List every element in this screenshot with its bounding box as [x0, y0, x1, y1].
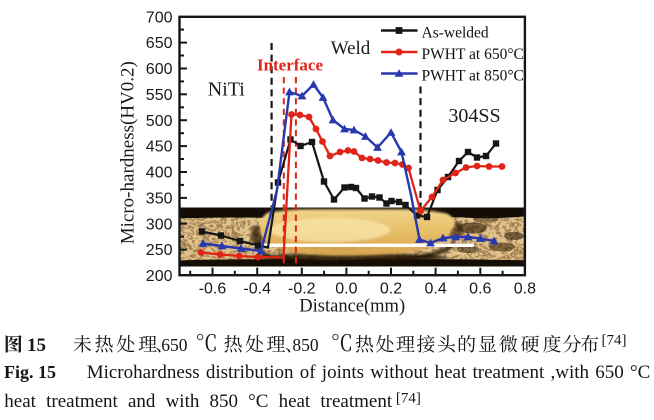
- svg-text:0.6: 0.6: [469, 281, 491, 298]
- svg-text:Microhardness distribution of: Microhardness distribution of joints wit…: [87, 362, 651, 383]
- svg-text:PWHT at 650°C: PWHT at 650°C: [422, 46, 524, 63]
- svg-text:400: 400: [146, 165, 173, 182]
- svg-text:250: 250: [146, 242, 173, 259]
- svg-text:PWHT at 850°C: PWHT at 850°C: [422, 67, 524, 84]
- svg-text:Distance(mm): Distance(mm): [299, 297, 405, 317]
- svg-text:300: 300: [146, 216, 173, 233]
- svg-text:As-welded: As-welded: [422, 24, 489, 41]
- svg-text:700: 700: [146, 9, 173, 26]
- svg-text:-0.6: -0.6: [199, 281, 227, 298]
- svg-text:200: 200: [146, 268, 173, 285]
- svg-text:350: 350: [146, 191, 173, 208]
- svg-text:Micro-hardness(HV0.2): Micro-hardness(HV0.2): [118, 61, 139, 244]
- svg-text:[74]: [74]: [602, 333, 627, 349]
- svg-text:0.4: 0.4: [424, 281, 446, 298]
- svg-text:850: 850: [292, 335, 319, 355]
- svg-text:heat treatment and with 850 °C: heat treatment and with 850 °C heat trea…: [4, 391, 393, 412]
- svg-text:0.2: 0.2: [380, 281, 402, 298]
- svg-text:650: 650: [161, 335, 188, 355]
- svg-text:15: 15: [27, 335, 46, 356]
- svg-text:650: 650: [146, 35, 173, 52]
- svg-text:-0.4: -0.4: [243, 281, 271, 298]
- svg-text:0.8: 0.8: [514, 281, 536, 298]
- svg-text:Interface: Interface: [257, 56, 324, 75]
- svg-text:450: 450: [146, 139, 173, 156]
- svg-text:600: 600: [146, 61, 173, 78]
- svg-text:0.0: 0.0: [335, 281, 357, 298]
- svg-text:[74]: [74]: [396, 391, 421, 407]
- svg-text:Weld: Weld: [331, 38, 371, 59]
- svg-text:500: 500: [146, 113, 173, 130]
- svg-text:Fig. 15: Fig. 15: [4, 362, 56, 382]
- svg-text:304SS: 304SS: [448, 105, 500, 127]
- svg-text:-0.2: -0.2: [288, 281, 316, 298]
- svg-text:550: 550: [146, 87, 173, 104]
- svg-text:NiTi: NiTi: [208, 78, 246, 100]
